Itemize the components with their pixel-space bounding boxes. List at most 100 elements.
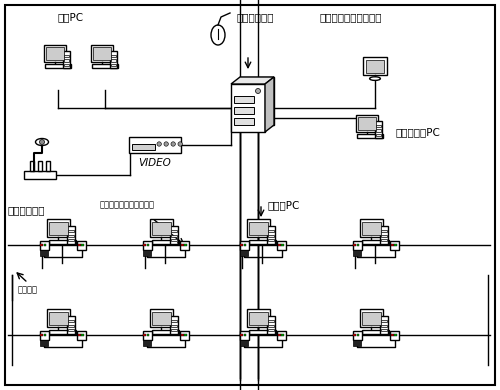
Bar [240, 334, 243, 336]
Bar [362, 222, 381, 235]
Bar [357, 134, 383, 138]
Bar [234, 118, 254, 125]
Bar [152, 330, 178, 334]
Bar [172, 239, 176, 241]
Bar [249, 222, 268, 235]
Bar [268, 235, 274, 237]
Bar [46, 309, 70, 327]
Bar [231, 84, 265, 132]
Bar [366, 60, 384, 73]
Bar [282, 244, 284, 246]
Text: マスター装置: マスター装置 [236, 12, 274, 22]
Bar [40, 250, 48, 256]
Bar [44, 44, 66, 62]
Bar [268, 239, 274, 241]
Bar [78, 241, 86, 250]
Bar [375, 121, 382, 138]
Bar [111, 55, 116, 57]
Bar [382, 235, 386, 237]
Bar [40, 334, 43, 336]
Bar [278, 330, 286, 340]
Bar [268, 320, 274, 323]
Bar [354, 244, 356, 246]
Bar [40, 330, 48, 340]
Bar [142, 241, 152, 250]
Bar [152, 312, 171, 325]
Bar [82, 334, 84, 336]
Bar [172, 230, 176, 232]
Bar [45, 64, 71, 68]
Bar [146, 334, 149, 336]
Bar [278, 334, 281, 336]
Bar [356, 334, 359, 336]
Bar [390, 330, 400, 340]
Bar [170, 226, 177, 244]
Bar [394, 244, 397, 246]
Ellipse shape [370, 77, 380, 80]
Bar [64, 55, 69, 57]
Bar [150, 219, 173, 237]
Bar [82, 244, 84, 246]
Bar [382, 320, 386, 323]
Bar [144, 244, 146, 246]
Bar [352, 241, 362, 250]
Bar [181, 334, 184, 336]
Bar [38, 161, 42, 171]
Ellipse shape [36, 138, 49, 145]
Bar [46, 47, 64, 60]
Bar [382, 329, 386, 331]
Bar [354, 250, 360, 256]
Bar [282, 334, 284, 336]
Bar [40, 241, 48, 250]
Polygon shape [231, 77, 274, 84]
Bar [64, 64, 69, 66]
Bar [358, 117, 376, 130]
Bar [172, 329, 176, 331]
Circle shape [171, 142, 175, 146]
Bar [356, 115, 378, 131]
Text: 生徒用PC: 生徒用PC [268, 200, 300, 210]
Bar [268, 324, 274, 327]
Bar [46, 219, 70, 237]
Bar [382, 239, 386, 241]
Circle shape [164, 142, 168, 146]
Bar [234, 96, 254, 103]
Text: コンソールPC: コンソールPC [395, 127, 440, 137]
Bar [64, 60, 69, 62]
Bar [364, 57, 386, 75]
Bar [248, 330, 276, 334]
Bar [150, 309, 173, 327]
Bar [240, 250, 248, 256]
Bar [360, 219, 383, 237]
Bar [68, 235, 73, 237]
Circle shape [157, 142, 162, 146]
Bar [234, 107, 254, 114]
Bar [68, 324, 73, 327]
Bar [44, 334, 46, 336]
Bar [90, 44, 112, 62]
Bar [48, 330, 76, 334]
Bar [172, 235, 176, 237]
Bar [144, 250, 150, 256]
Bar [268, 226, 274, 244]
Bar [184, 244, 187, 246]
Bar [78, 244, 81, 246]
Text: スチューデントユニット: スチューデントユニット [100, 200, 155, 209]
Bar [356, 244, 359, 246]
Bar [172, 320, 176, 323]
Bar [68, 226, 74, 244]
Bar [352, 330, 362, 340]
Bar [144, 334, 146, 336]
Text: ブランチ: ブランチ [18, 285, 38, 294]
Text: VIDEO: VIDEO [138, 158, 171, 168]
Bar [360, 309, 383, 327]
Bar [48, 239, 76, 244]
Bar [68, 230, 73, 232]
Bar [142, 330, 152, 340]
Bar [172, 324, 176, 327]
Bar [382, 324, 386, 327]
Bar [268, 316, 274, 334]
Bar [394, 334, 397, 336]
Bar [362, 312, 381, 325]
Bar [78, 330, 86, 340]
